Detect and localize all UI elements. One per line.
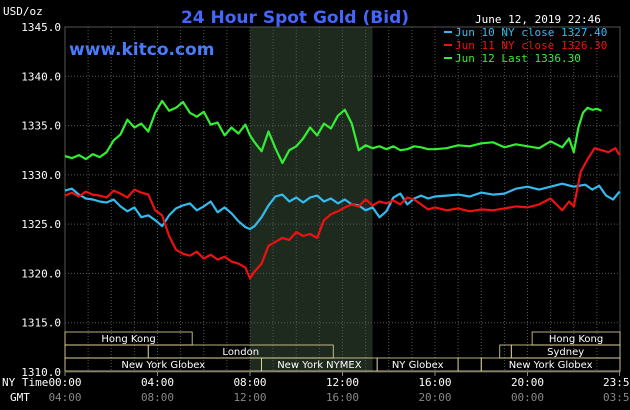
series-line-3 xyxy=(64,99,602,165)
session-box xyxy=(480,357,621,372)
series-line-1 xyxy=(64,182,621,231)
session-label: New York Globex xyxy=(121,360,205,371)
y-tick-label: 1310.0 xyxy=(21,366,61,379)
timestamp: June 12, 2019 22:46 xyxy=(475,13,601,26)
x-tick-label-gmt: 04:00 xyxy=(48,391,81,404)
x-tick-label-gmt: 20:00 xyxy=(418,391,451,404)
y-axis-unit-label: USD/oz xyxy=(3,5,43,18)
y-tick-label: 1325.0 xyxy=(21,218,61,231)
chart-title: 24 Hour Spot Gold (Bid) xyxy=(181,8,409,28)
session-box-empty xyxy=(499,344,512,359)
session-label: New York NYMEX xyxy=(277,360,362,371)
y-tick-label: 1315.0 xyxy=(21,317,61,330)
y-tick-label: 1330.0 xyxy=(21,169,61,182)
legend-entry: Jun 10 NY close 1327.40 xyxy=(455,26,607,39)
session-label: Hong Kong xyxy=(101,334,155,345)
gmt-row-label: GMT xyxy=(10,391,30,404)
session-box xyxy=(376,357,459,372)
legend-entry: Jun 12 Last 1336.30 xyxy=(455,52,581,65)
x-tick-label-ny: 00:00 xyxy=(48,376,81,389)
nymex-session-shade xyxy=(250,27,373,372)
x-tick-label-ny: 12:00 xyxy=(326,376,359,389)
session-label: New York Globex xyxy=(509,360,593,371)
session-box-empty xyxy=(64,344,149,359)
y-tick-label: 1320.0 xyxy=(21,267,61,280)
session-label: London xyxy=(222,347,259,358)
session-box-empty xyxy=(457,357,482,372)
session-box xyxy=(64,331,193,346)
legend-entry: Jun 11 NY close 1326.30 xyxy=(455,39,607,52)
x-tick-label-ny: 16:00 xyxy=(418,376,451,389)
x-tick-label-gmt: 12:00 xyxy=(233,391,266,404)
x-tick-label-gmt: 16:00 xyxy=(326,391,359,404)
series-line-2 xyxy=(64,147,621,280)
x-tick-label-ny: 04:00 xyxy=(141,376,174,389)
y-tick-label: 1335.0 xyxy=(21,120,61,133)
y-tick-label: 1345.0 xyxy=(21,21,61,34)
x-tick-label-ny: 20:00 xyxy=(511,376,544,389)
session-label: Sydney xyxy=(547,347,584,358)
x-tick-label-gmt: 08:00 xyxy=(141,391,174,404)
x-tick-label-ny: 08:00 xyxy=(233,376,266,389)
x-tick-label-gmt: 00:00 xyxy=(511,391,544,404)
ny-time-row-label: NY Time xyxy=(2,376,48,389)
x-tick-label-ny: 23:59 xyxy=(603,376,630,389)
session-label: NY Globex xyxy=(392,360,444,371)
y-tick-label: 1340.0 xyxy=(21,70,61,83)
session-label: Hong Kong xyxy=(549,334,603,345)
x-tick-label-gmt: 03:59 xyxy=(603,391,630,404)
watermark: www.kitco.com xyxy=(69,40,214,60)
